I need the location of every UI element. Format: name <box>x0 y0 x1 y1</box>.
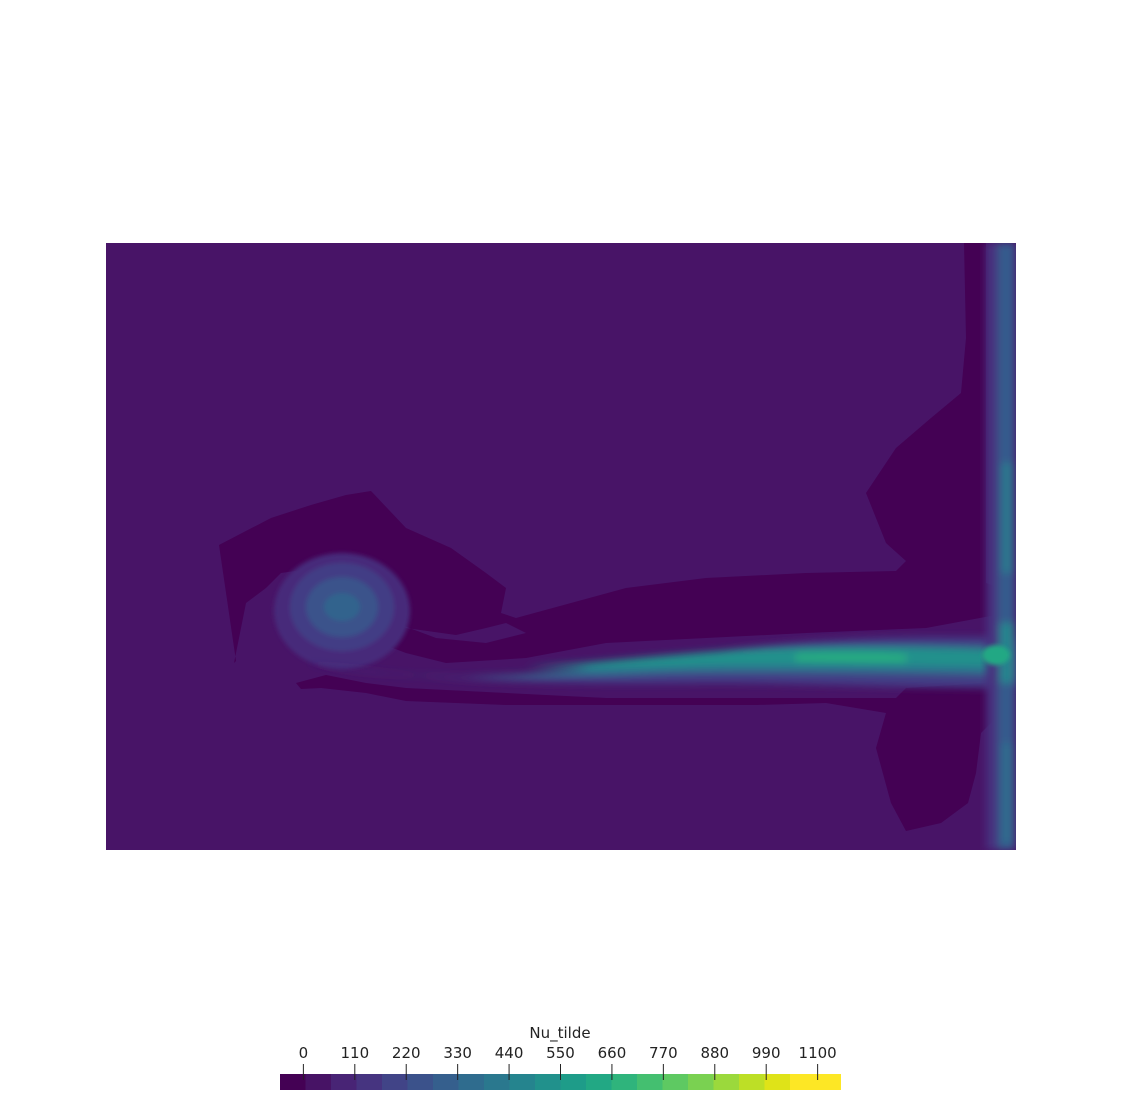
colorbar-band <box>713 1074 740 1090</box>
colorbar-band <box>458 1074 485 1090</box>
contour-plot <box>106 243 1016 850</box>
colorbar-band <box>815 1074 841 1090</box>
colorbar-tick-label: 110 <box>340 1044 370 1062</box>
low-region-interior-cutout <box>256 568 526 643</box>
colorbar-tick-label: 330 <box>443 1044 472 1062</box>
colorbar-band <box>509 1074 536 1090</box>
colorbar-band <box>764 1074 791 1090</box>
colorbar-tick-label: 1100 <box>798 1044 837 1062</box>
colorbar-band <box>662 1074 689 1090</box>
low-region-lower-wake <box>296 675 1006 831</box>
horizontal-jet <box>306 636 1016 688</box>
colorbar-tick-label: 770 <box>649 1044 678 1062</box>
colorbar-tick-labels: 0 110 220 330 440 550 660 770 880 990 1100 <box>0 1044 1122 1064</box>
vertical-jet <box>986 243 1016 850</box>
colorbar-tick-label: 880 <box>700 1044 730 1062</box>
colorbar-band <box>382 1074 409 1090</box>
colorbar-tick-label: 0 <box>298 1044 309 1062</box>
colorbar-tick-label: 220 <box>391 1044 421 1062</box>
colorbar-band <box>433 1074 460 1090</box>
colorbar-tick-label: 990 <box>751 1044 781 1062</box>
colorbar-band <box>356 1074 383 1090</box>
colorbar-band <box>611 1074 638 1090</box>
colorbar-band <box>560 1074 587 1090</box>
colorbar-tick-label: 660 <box>597 1044 627 1062</box>
colorbar-tick-label: 550 <box>546 1044 575 1062</box>
jet-junction <box>982 645 1010 665</box>
colorbar-band <box>739 1074 766 1090</box>
colorbar-band <box>407 1074 434 1090</box>
colorbar-band <box>305 1074 332 1090</box>
low-region-upper-wake <box>219 243 1001 663</box>
colorbar-band <box>586 1074 613 1090</box>
colorbar-band <box>535 1074 562 1090</box>
colorbar-tick-label: 440 <box>494 1044 524 1062</box>
colorbar-band <box>790 1074 817 1090</box>
vortex-core <box>274 553 410 669</box>
colorbar-band <box>637 1074 664 1090</box>
colorbar-band <box>331 1074 358 1090</box>
colorbar <box>280 1064 841 1090</box>
colorbar-band <box>280 1074 307 1090</box>
colorbar-title: Nu_tilde <box>529 1024 591 1042</box>
colorbar-band <box>484 1074 511 1090</box>
colorbar-band <box>688 1074 715 1090</box>
